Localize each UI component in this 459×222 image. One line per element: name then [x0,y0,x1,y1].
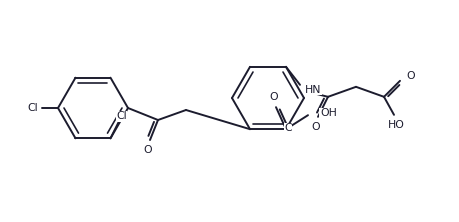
Text: HO: HO [387,120,403,130]
Text: O: O [269,92,278,102]
Text: C: C [284,123,291,133]
Text: O: O [405,71,414,81]
Text: HN: HN [304,85,321,95]
Text: OH: OH [319,108,336,118]
Text: O: O [143,145,152,155]
Text: O: O [311,122,319,132]
Text: Cl: Cl [28,103,38,113]
Text: Cl: Cl [116,111,127,121]
